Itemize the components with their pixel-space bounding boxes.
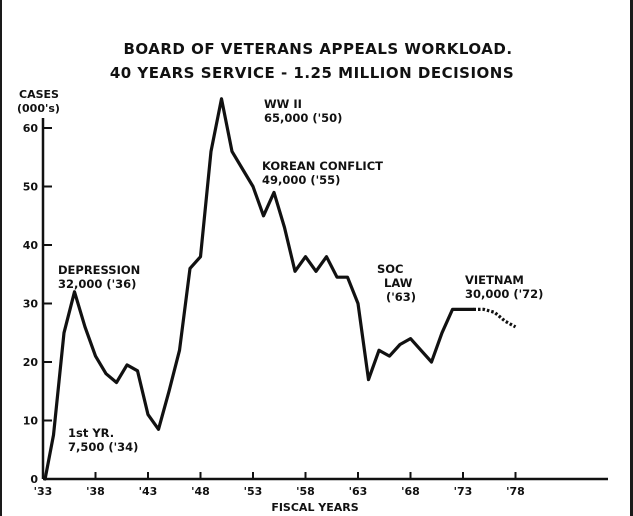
x-tick-label: '68 <box>401 485 420 498</box>
x-tick-label: '78 <box>506 485 525 498</box>
x-axis-label: FISCAL YEARS <box>271 501 358 514</box>
x-tick-label: '58 <box>296 485 315 498</box>
right-scan-edge <box>630 0 633 516</box>
y-tick-label: 40 <box>23 239 39 252</box>
annotation-first-year: 7,500 ('34) <box>68 440 138 454</box>
y-axis-unit: (000's) <box>17 102 60 115</box>
x-tick-label: '43 <box>139 485 158 498</box>
y-tick-label: 0 <box>30 473 38 486</box>
workload-line <box>43 97 476 481</box>
annotation-depression: DEPRESSION <box>58 263 140 277</box>
y-tick-label: 50 <box>23 181 39 194</box>
annotation-korea: KOREAN CONFLICT <box>262 159 383 173</box>
annotation-first-year: 1st YR. <box>68 426 114 440</box>
annotation-depression: 32,000 ('36) <box>58 277 136 291</box>
projected-workload-line <box>473 307 517 329</box>
annotation-soc-law: ('63) <box>386 290 416 304</box>
annotation-vietnam: VIETNAM <box>465 273 524 287</box>
x-tick-label: '48 <box>191 485 210 498</box>
y-tick-label: 30 <box>23 298 39 311</box>
x-tick-label: '33 <box>34 485 53 498</box>
annotation-soc-law: SOC <box>377 262 404 276</box>
chart-subtitle: 40 YEARS SERVICE - 1.25 MILLION DECISION… <box>110 64 514 82</box>
y-axis-label: CASES <box>19 88 59 101</box>
annotation-korea: 49,000 ('55) <box>262 173 340 187</box>
left-scan-edge <box>0 0 2 516</box>
y-tick-label: 10 <box>23 415 39 428</box>
chart-title: BOARD OF VETERANS APPEALS WORKLOAD. <box>123 40 512 58</box>
annotation-wwii: WW II <box>264 97 302 111</box>
y-tick-label: 60 <box>23 122 39 135</box>
x-tick-label: '38 <box>86 485 105 498</box>
x-tick-label: '63 <box>349 485 368 498</box>
annotation-soc-law: LAW <box>384 276 413 290</box>
annotation-vietnam: 30,000 ('72) <box>465 287 543 301</box>
y-tick-label: 20 <box>23 356 39 369</box>
x-tick-label: '53 <box>244 485 263 498</box>
annotation-wwii: 65,000 ('50) <box>264 111 342 125</box>
x-tick-label: '73 <box>454 485 473 498</box>
